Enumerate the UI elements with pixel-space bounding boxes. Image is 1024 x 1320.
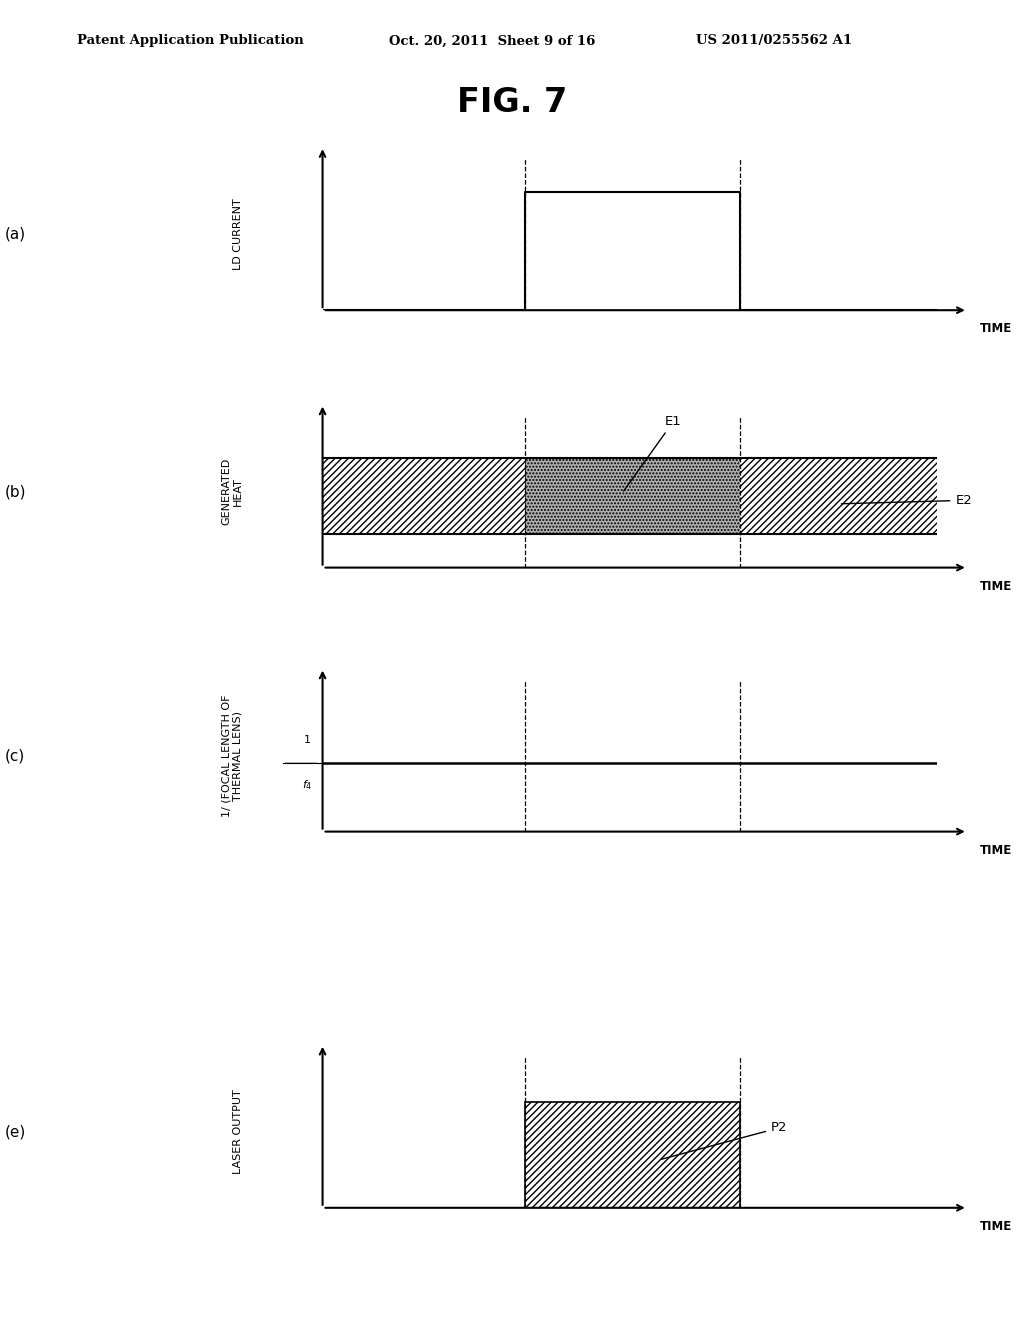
Text: E1: E1	[624, 414, 682, 491]
Text: 1/ (FOCAL LENGTH OF
THERMAL LENS): 1/ (FOCAL LENGTH OF THERMAL LENS)	[221, 694, 243, 817]
Bar	[525, 1101, 740, 1208]
Text: TIME: TIME	[980, 579, 1012, 593]
Text: LASER OUTPUT: LASER OUTPUT	[232, 1089, 243, 1175]
Text: Oct. 20, 2011  Sheet 9 of 16: Oct. 20, 2011 Sheet 9 of 16	[389, 34, 596, 48]
Text: 1: 1	[304, 735, 310, 744]
Text: $f_4$: $f_4$	[302, 779, 312, 792]
Text: TIME: TIME	[980, 843, 1012, 857]
Text: P2: P2	[662, 1121, 787, 1159]
Bar	[525, 458, 740, 535]
Text: (e): (e)	[5, 1125, 26, 1139]
Text: US 2011/0255562 A1: US 2011/0255562 A1	[696, 34, 852, 48]
Bar	[525, 458, 740, 535]
Text: TIME: TIME	[980, 1220, 1012, 1233]
Text: (b): (b)	[5, 484, 26, 499]
Text: Patent Application Publication: Patent Application Publication	[77, 34, 303, 48]
Bar	[323, 458, 525, 535]
Text: GENERATED
HEAT: GENERATED HEAT	[221, 458, 243, 525]
Text: (a): (a)	[5, 227, 26, 242]
Text: (c): (c)	[5, 748, 26, 763]
Bar	[740, 458, 937, 535]
Text: LD CURRENT: LD CURRENT	[232, 198, 243, 271]
Text: TIME: TIME	[980, 322, 1012, 335]
Text: FIG. 7: FIG. 7	[457, 86, 567, 119]
Text: E2: E2	[842, 494, 972, 507]
